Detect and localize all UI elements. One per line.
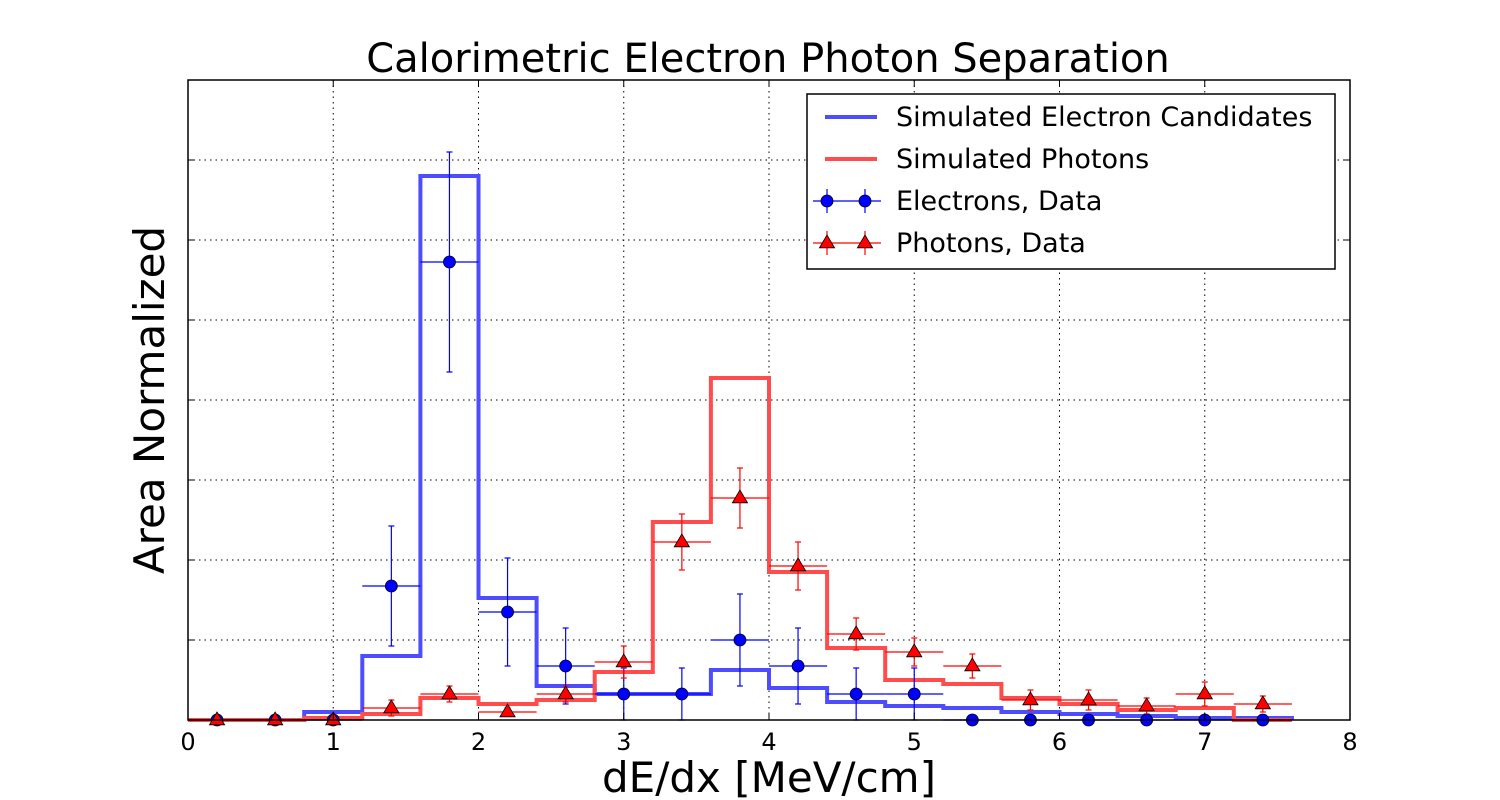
- x-tick-label: 1: [326, 728, 341, 756]
- x-tick-label: 8: [1342, 728, 1357, 756]
- photon-data-point: [615, 653, 633, 668]
- electron-data-point: [733, 633, 747, 647]
- photon-data-point: [208, 711, 226, 726]
- photon-data-point: [847, 625, 865, 640]
- legend-circle-marker: [820, 194, 834, 208]
- photon-data-point: [673, 533, 691, 548]
- x-tick-label: 6: [1052, 728, 1067, 756]
- electron-sim-histogram: [188, 174, 1294, 722]
- electron-data-point: [559, 659, 573, 673]
- photon-data-point: [905, 643, 923, 658]
- photon-data-point: [964, 657, 981, 672]
- legend-circle-marker: [858, 194, 872, 208]
- photon-data-point: [266, 711, 284, 726]
- x-tick-label: 4: [761, 728, 776, 756]
- photon-data-point: [1022, 691, 1039, 706]
- photon-data-point: [1138, 697, 1155, 712]
- photon-data-point: [1254, 695, 1272, 710]
- photon-data-point: [1080, 691, 1097, 706]
- legend-triangle-marker: [818, 234, 836, 249]
- electron-data-point: [617, 687, 631, 701]
- x-tick-label: 5: [907, 728, 922, 756]
- electron-data-point: [791, 659, 805, 673]
- legend-box: [806, 93, 1336, 270]
- electron-data-point: [443, 255, 456, 269]
- legend-label-electron-sim: Simulated Electron Candidates: [896, 102, 1312, 133]
- x-tick-labels: 0 1 2 3 4 5 6 7 8: [180, 728, 1357, 756]
- legend-marker-photon-data: [813, 231, 881, 255]
- electron-data-point: [384, 579, 398, 593]
- electron-data-point: [907, 687, 921, 701]
- photon-data-point: [383, 699, 400, 714]
- electron-data-point: [501, 605, 514, 619]
- histogram-group: [188, 174, 1294, 722]
- x-tick-label: 7: [1197, 728, 1212, 756]
- legend-label-electron-data: Electrons, Data: [896, 186, 1102, 217]
- axis-ticks: [187, 79, 1351, 721]
- legend-label-photon-data: Photons, Data: [896, 228, 1086, 259]
- legend: Simulated Electron Candidates Simulated …: [806, 93, 1336, 270]
- chart-title: Calorimetric Electron Photon Separation: [366, 36, 1170, 82]
- x-tick-label: 3: [616, 728, 631, 756]
- electron-data-point: [675, 687, 689, 701]
- photon-sim-histogram: [188, 376, 1292, 722]
- photon-data-point: [1196, 685, 1214, 700]
- photon-data-point: [499, 703, 516, 718]
- x-tick-label: 2: [471, 728, 486, 756]
- legend-triangle-marker: [856, 234, 874, 249]
- legend-marker-electron-data: [813, 189, 881, 213]
- photon-data-point: [441, 685, 458, 700]
- photon-data-point: [731, 489, 749, 504]
- x-axis-label: dE/dx [MeV/cm]: [602, 753, 936, 800]
- x-tick-label: 0: [180, 728, 195, 756]
- photon-data-point: [789, 557, 807, 572]
- y-axis-label: Area Normalized: [125, 226, 174, 574]
- photon-data-point: [557, 685, 574, 700]
- electron-data-point: [849, 687, 863, 701]
- legend-label-photon-sim: Simulated Photons: [896, 144, 1149, 175]
